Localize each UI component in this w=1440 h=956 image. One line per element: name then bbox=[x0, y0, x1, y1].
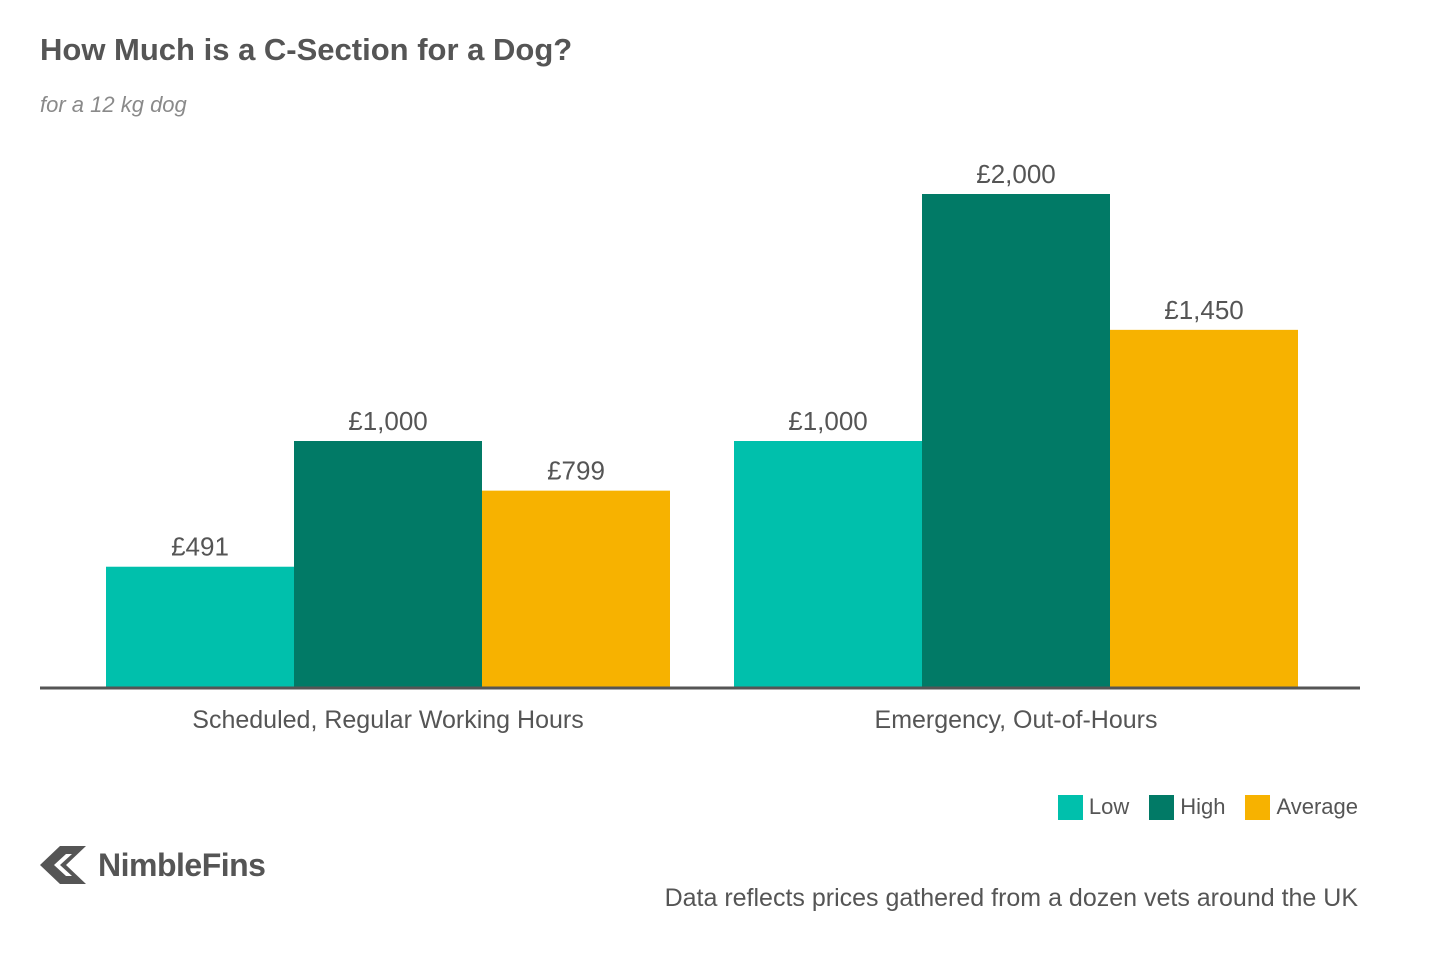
legend-label-average: Average bbox=[1276, 794, 1358, 819]
bar-high-1 bbox=[294, 441, 482, 688]
data-label-average-2: £1,450 bbox=[1164, 295, 1244, 325]
legend-item-average: Average bbox=[1245, 794, 1358, 820]
brand-logo: NimbleFins bbox=[40, 846, 266, 884]
data-label-low-2: £1,000 bbox=[788, 406, 868, 436]
data-label-high-2: £2,000 bbox=[976, 159, 1056, 189]
legend-label-high: High bbox=[1180, 794, 1226, 819]
data-label-high-1: £1,000 bbox=[348, 406, 428, 436]
legend-item-low: Low bbox=[1057, 794, 1130, 820]
legend-swatch-average bbox=[1245, 794, 1271, 820]
bar-low-2 bbox=[734, 441, 922, 688]
data-label-low-1: £491 bbox=[171, 532, 229, 562]
legend-item-high: High bbox=[1149, 794, 1225, 820]
category-label-1: Scheduled, Regular Working Hours bbox=[192, 706, 583, 734]
chart-legend: Low High Average bbox=[1057, 794, 1358, 820]
bar-low-1 bbox=[106, 566, 294, 688]
brand-name: NimbleFins bbox=[98, 846, 266, 883]
bar-average-1 bbox=[482, 490, 670, 688]
bar-chart: £491 £1,000 £799 Scheduled, Regular Working… bbox=[40, 159, 1360, 734]
legend-label-low: Low bbox=[1088, 794, 1130, 819]
bar-average-2 bbox=[1110, 329, 1298, 688]
data-source-note: Data reflects prices gathered from a doz… bbox=[664, 884, 1358, 912]
data-label-average-1: £799 bbox=[547, 456, 605, 486]
chart-title: How Much is a C-Section for a Dog? bbox=[40, 32, 573, 67]
legend-swatch-high bbox=[1149, 794, 1175, 820]
bar-high-2 bbox=[922, 194, 1110, 688]
category-label-2: Emergency, Out-of-Hours bbox=[875, 706, 1158, 734]
nimblefins-logo-icon bbox=[40, 846, 86, 884]
legend-swatch-low bbox=[1057, 794, 1083, 820]
chart-subtitle: for a 12 kg dog bbox=[40, 92, 187, 117]
